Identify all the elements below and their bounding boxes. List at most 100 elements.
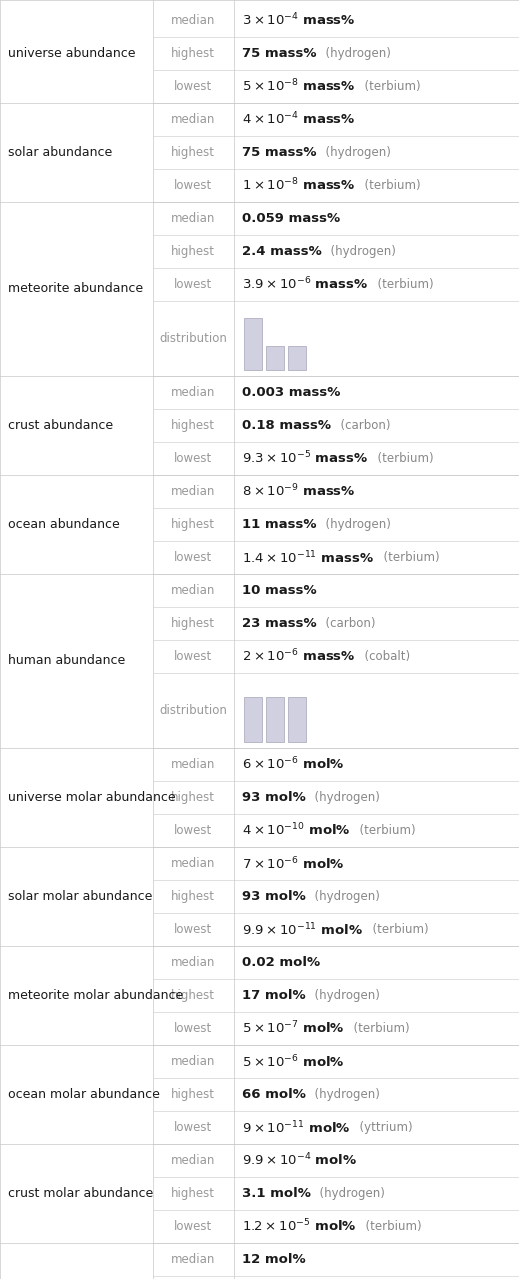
Text: $1.4\times10^{-11}$ mass%: $1.4\times10^{-11}$ mass% xyxy=(241,549,374,565)
Text: (terbium): (terbium) xyxy=(358,1220,421,1233)
Text: 2.4 mass%: 2.4 mass% xyxy=(241,246,321,258)
Text: 0.003 mass%: 0.003 mass% xyxy=(241,386,340,399)
Text: distribution: distribution xyxy=(159,333,227,345)
Text: lowest: lowest xyxy=(174,923,212,936)
Text: (terbium): (terbium) xyxy=(370,451,433,466)
Text: highest: highest xyxy=(171,616,215,631)
Text: median: median xyxy=(171,1253,215,1266)
Text: $1\times10^{-8}$ mass%: $1\times10^{-8}$ mass% xyxy=(241,178,355,194)
Text: lowest: lowest xyxy=(174,179,212,192)
Text: lowest: lowest xyxy=(174,551,212,564)
Text: 93 mol%: 93 mol% xyxy=(241,890,305,903)
Text: solar abundance: solar abundance xyxy=(8,146,112,159)
Text: $9\times10^{-11}$ mol%: $9\times10^{-11}$ mol% xyxy=(241,1119,350,1136)
Text: (terbium): (terbium) xyxy=(365,923,428,936)
Text: (hydrogen): (hydrogen) xyxy=(318,518,391,531)
Text: universe abundance: universe abundance xyxy=(8,47,135,60)
Text: 75 mass%: 75 mass% xyxy=(241,47,316,60)
Text: lowest: lowest xyxy=(174,1220,212,1233)
Bar xyxy=(266,347,283,370)
Text: 0.18 mass%: 0.18 mass% xyxy=(241,420,331,432)
Text: human abundance: human abundance xyxy=(8,655,125,668)
Text: $9.3\times10^{-5}$ mass%: $9.3\times10^{-5}$ mass% xyxy=(241,450,368,467)
Text: median: median xyxy=(171,1154,215,1166)
Text: meteorite abundance: meteorite abundance xyxy=(8,283,143,295)
Text: lowest: lowest xyxy=(174,451,212,466)
Text: lowest: lowest xyxy=(174,650,212,663)
Text: (hydrogen): (hydrogen) xyxy=(318,146,391,159)
Text: $7\times10^{-6}$ mol%: $7\times10^{-6}$ mol% xyxy=(241,856,344,872)
Text: (terbium): (terbium) xyxy=(352,824,416,836)
Text: $4\times10^{-4}$ mass%: $4\times10^{-4}$ mass% xyxy=(241,111,355,128)
Text: (hydrogen): (hydrogen) xyxy=(307,1088,380,1101)
Text: median: median xyxy=(171,1055,215,1068)
Text: 12 mol%: 12 mol% xyxy=(241,1253,305,1266)
Text: $3\times10^{-4}$ mass%: $3\times10^{-4}$ mass% xyxy=(241,13,355,29)
Text: median: median xyxy=(171,113,215,127)
Text: median: median xyxy=(171,14,215,27)
Text: (carbon): (carbon) xyxy=(318,616,376,631)
Text: 3.1 mol%: 3.1 mol% xyxy=(241,1187,310,1200)
Text: ocean molar abundance: ocean molar abundance xyxy=(8,1088,160,1101)
Text: (terbium): (terbium) xyxy=(357,81,421,93)
Text: crust abundance: crust abundance xyxy=(8,420,113,432)
Text: 75 mass%: 75 mass% xyxy=(241,146,316,159)
Text: (terbium): (terbium) xyxy=(357,179,421,192)
Text: highest: highest xyxy=(171,1187,215,1200)
Text: (hydrogen): (hydrogen) xyxy=(312,1187,385,1200)
Bar xyxy=(266,697,283,742)
Text: $5\times10^{-7}$ mol%: $5\times10^{-7}$ mol% xyxy=(241,1021,344,1037)
Text: median: median xyxy=(171,386,215,399)
Bar xyxy=(243,697,262,742)
Text: (hydrogen): (hydrogen) xyxy=(318,47,391,60)
Text: median: median xyxy=(171,585,215,597)
Text: (cobalt): (cobalt) xyxy=(357,650,410,663)
Text: 11 mass%: 11 mass% xyxy=(241,518,316,531)
Text: median: median xyxy=(171,857,215,870)
Text: 23 mass%: 23 mass% xyxy=(241,616,316,631)
Bar xyxy=(288,697,306,742)
Text: meteorite molar abundance: meteorite molar abundance xyxy=(8,989,183,1001)
Text: universe molar abundance: universe molar abundance xyxy=(8,790,175,804)
Text: ocean abundance: ocean abundance xyxy=(8,518,120,531)
Text: (hydrogen): (hydrogen) xyxy=(307,890,380,903)
Text: 93 mol%: 93 mol% xyxy=(241,790,305,804)
Text: highest: highest xyxy=(171,989,215,1001)
Text: $9.9\times10^{-4}$ mol%: $9.9\times10^{-4}$ mol% xyxy=(241,1152,357,1169)
Text: (hydrogen): (hydrogen) xyxy=(323,246,396,258)
Text: highest: highest xyxy=(171,420,215,432)
Text: (carbon): (carbon) xyxy=(333,420,390,432)
Text: (yttrium): (yttrium) xyxy=(352,1120,413,1134)
Text: median: median xyxy=(171,758,215,771)
Text: $8\times10^{-9}$ mass%: $8\times10^{-9}$ mass% xyxy=(241,483,355,500)
Text: median: median xyxy=(171,485,215,498)
Text: lowest: lowest xyxy=(174,824,212,836)
Text: highest: highest xyxy=(171,1088,215,1101)
Text: (hydrogen): (hydrogen) xyxy=(307,790,380,804)
Text: crust molar abundance: crust molar abundance xyxy=(8,1187,153,1200)
Text: (hydrogen): (hydrogen) xyxy=(307,989,380,1001)
Bar xyxy=(243,318,262,370)
Text: $2\times10^{-6}$ mass%: $2\times10^{-6}$ mass% xyxy=(241,648,355,665)
Text: solar molar abundance: solar molar abundance xyxy=(8,890,153,903)
Text: highest: highest xyxy=(171,518,215,531)
Bar xyxy=(288,347,306,370)
Text: lowest: lowest xyxy=(174,278,212,292)
Text: median: median xyxy=(171,212,215,225)
Text: (terbium): (terbium) xyxy=(376,551,439,564)
Text: lowest: lowest xyxy=(174,1120,212,1134)
Text: highest: highest xyxy=(171,146,215,159)
Text: highest: highest xyxy=(171,790,215,804)
Text: 0.02 mol%: 0.02 mol% xyxy=(241,955,320,969)
Text: $9.9\times10^{-11}$ mol%: $9.9\times10^{-11}$ mol% xyxy=(241,921,363,938)
Text: $4\times10^{-10}$ mol%: $4\times10^{-10}$ mol% xyxy=(241,822,350,839)
Text: highest: highest xyxy=(171,246,215,258)
Text: $1.2\times10^{-5}$ mol%: $1.2\times10^{-5}$ mol% xyxy=(241,1218,356,1234)
Text: highest: highest xyxy=(171,890,215,903)
Text: $6\times10^{-6}$ mol%: $6\times10^{-6}$ mol% xyxy=(241,756,344,773)
Text: $3.9\times10^{-6}$ mass%: $3.9\times10^{-6}$ mass% xyxy=(241,276,368,293)
Text: (terbium): (terbium) xyxy=(346,1022,409,1035)
Text: 0.059 mass%: 0.059 mass% xyxy=(241,212,339,225)
Text: lowest: lowest xyxy=(174,81,212,93)
Text: (terbium): (terbium) xyxy=(370,278,433,292)
